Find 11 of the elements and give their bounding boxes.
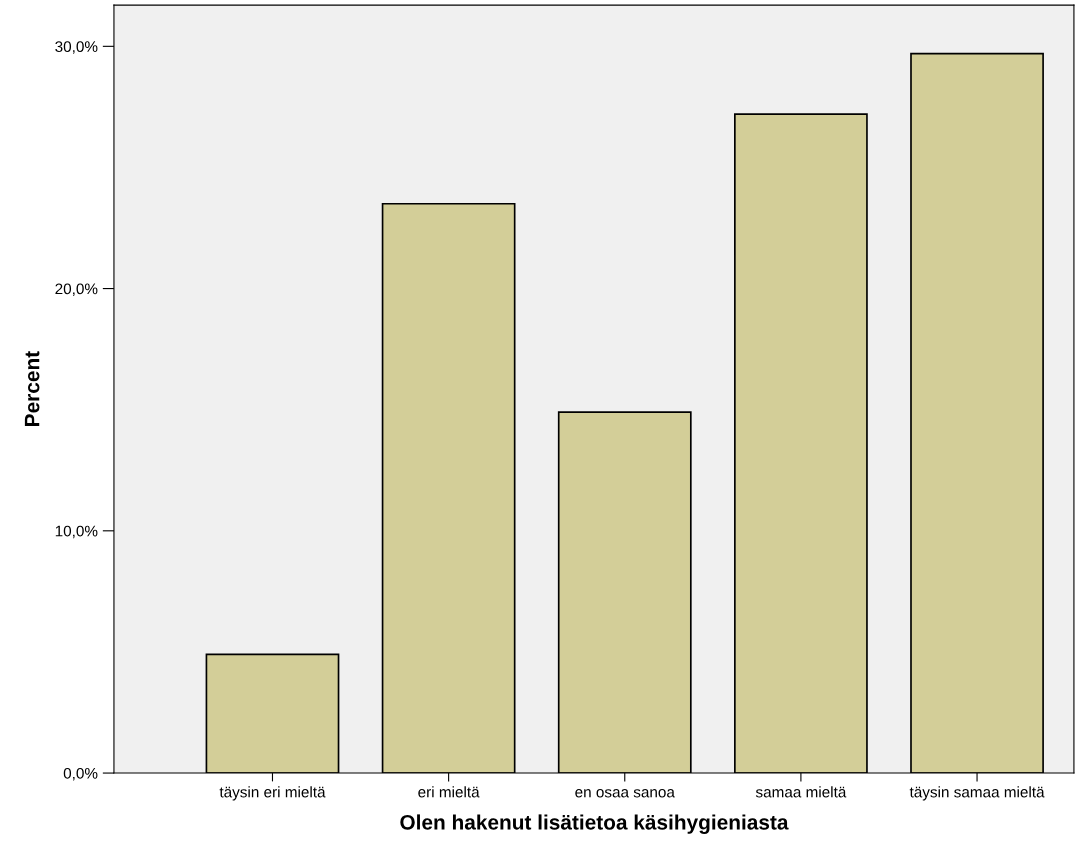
y-tick-label: 30,0% (55, 41, 98, 54)
x-tick-label: täysin samaa mieltä (909, 786, 1045, 801)
y-tick-label: 10,0% (55, 525, 98, 539)
y-axis-title: Percent (24, 351, 40, 426)
x-tick-label: samaa mieltä (755, 786, 847, 798)
x-tick-label: en osaa sanoa (575, 789, 675, 798)
x-tick-label: eri mieltä (418, 786, 480, 798)
x-axis-title: Olen hakenut lisätietoa käsihygieniasta (400, 814, 789, 834)
x-tick-label: täysin eri mieltä (219, 786, 326, 801)
y-tick-label: 20,0% (55, 283, 98, 297)
y-tick-label: 0,0% (63, 767, 98, 781)
